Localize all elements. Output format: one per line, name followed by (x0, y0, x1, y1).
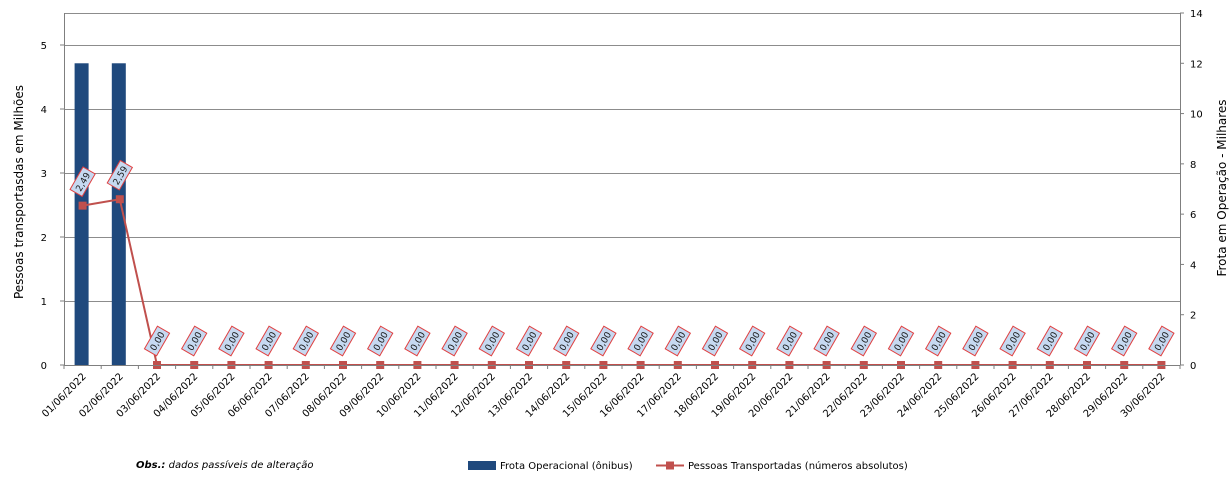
y-tick-label: 0 (41, 361, 47, 372)
data-label: 0,00 (776, 325, 803, 357)
y2-tick-label: 10 (1190, 110, 1203, 121)
footnote: Obs.: dados passíveis de alteração (136, 459, 313, 471)
data-label: 0,00 (552, 325, 580, 357)
data-label: 0,00 (850, 325, 878, 357)
data-label-box (441, 325, 468, 357)
y2-tick-label: 12 (1190, 59, 1203, 70)
data-label: 0,00 (366, 325, 394, 357)
y-tick-label: 5 (41, 41, 47, 52)
data-label-box (664, 325, 692, 357)
data-label-box (738, 325, 766, 357)
data-label-box (1110, 325, 1138, 357)
y2-tick-label: 2 (1190, 311, 1196, 322)
line-marker (115, 195, 124, 204)
legend-label-line: Pessoas Transportadas (números absolutos… (688, 460, 908, 472)
data-label: 0,00 (627, 325, 654, 357)
data-label-box (69, 166, 96, 198)
data-label: 0,00 (738, 325, 766, 357)
y-axis-title: Pessoas transportasdas em Milhões (12, 85, 26, 299)
data-label-box (404, 325, 431, 357)
data-label-box (627, 325, 654, 357)
legend-swatch-marker (666, 461, 674, 470)
gridlines (64, 13, 1180, 302)
y2-tick-label: 14 (1190, 9, 1203, 20)
data-label: 0,00 (292, 325, 320, 357)
y2-tick-label: 8 (1190, 160, 1196, 171)
data-label-box (180, 325, 208, 357)
data-label-box (701, 325, 729, 357)
bar (74, 63, 89, 366)
series-line (82, 198, 1162, 366)
y-tick-label: 2 (41, 233, 47, 244)
data-label: 0,00 (813, 325, 840, 357)
data-label-box (552, 325, 580, 357)
data-label-box (962, 325, 989, 357)
data-label: 0,00 (701, 325, 729, 357)
data-label-box (218, 325, 245, 357)
data-label: 0,00 (404, 325, 431, 357)
data-label-box (924, 325, 952, 357)
y2-tick-label: 6 (1190, 210, 1196, 221)
data-label-box (1073, 325, 1101, 357)
line-marker (78, 201, 87, 210)
bar-series (74, 63, 126, 366)
data-label-box (143, 325, 171, 357)
data-label-box (776, 325, 803, 357)
data-label: 0,00 (999, 325, 1026, 357)
data-label-box (106, 159, 134, 191)
data-label-box (813, 325, 840, 357)
legend-swatch-bar (468, 461, 496, 470)
data-label: 0,00 (441, 325, 468, 357)
data-label-box (590, 325, 617, 357)
y2-tick-label: 4 (1190, 260, 1196, 271)
data-label: 0,00 (1036, 325, 1064, 357)
axes (60, 12, 1184, 369)
data-label-box (292, 325, 320, 357)
data-label: 0,00 (180, 325, 208, 357)
legend-label-bar: Frota Operacional (ônibus) (500, 460, 633, 472)
data-label-box (1036, 325, 1064, 357)
data-label: 2,49 (69, 166, 96, 198)
data-label-box (515, 325, 543, 357)
data-label: 0,00 (590, 325, 617, 357)
y2-axis-title: Frota em Operação - Milhares (1215, 99, 1229, 276)
data-label: 0,00 (1110, 325, 1138, 357)
data-label: 0,00 (1148, 325, 1175, 357)
data-label: 2,59 (106, 159, 134, 191)
data-label: 0,00 (924, 325, 952, 357)
footnote-text: dados passíveis de alteração (165, 459, 313, 471)
data-label: 0,00 (1073, 325, 1101, 357)
data-label-box (255, 325, 282, 357)
y-tick-label: 4 (41, 105, 47, 116)
data-label: 0,00 (664, 325, 692, 357)
data-label-box (366, 325, 394, 357)
data-label: 0,00 (887, 325, 915, 357)
y2-tick-label: 0 (1190, 361, 1196, 372)
data-label-box (478, 325, 506, 357)
data-label-box (887, 325, 915, 357)
data-label: 0,00 (255, 325, 282, 357)
data-label-box (850, 325, 878, 357)
data-label-box (999, 325, 1026, 357)
line-series (78, 195, 1166, 369)
y-tick-label: 3 (41, 169, 47, 180)
data-label: 0,00 (143, 325, 171, 357)
data-label-box (1148, 325, 1175, 357)
data-label: 0,00 (218, 325, 245, 357)
bar (111, 63, 126, 366)
data-label: 0,00 (478, 325, 506, 357)
tick-labels: 0123450246810121401/06/202202/06/202203/… (40, 9, 1203, 420)
data-label-box (329, 325, 357, 357)
data-label: 0,00 (962, 325, 989, 357)
data-label: 0,00 (329, 325, 357, 357)
footnote-bold: Obs.: (136, 460, 165, 471)
data-labels: 2,49 2,59 0,00 0,00 0,00 0,00 0,00 0,00 0,00 0,00… (69, 159, 1175, 357)
data-label: 0,00 (515, 325, 543, 357)
y-tick-label: 1 (41, 297, 47, 308)
legend: Frota Operacional (ônibus) Pessoas Trans… (468, 460, 908, 472)
